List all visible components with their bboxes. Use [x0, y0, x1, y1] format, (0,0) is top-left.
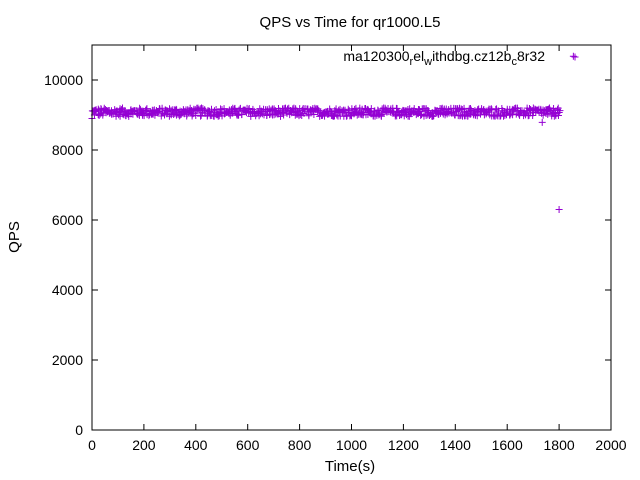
- data-point: [509, 111, 517, 119]
- x-tick-label: 1200: [388, 437, 419, 453]
- data-point: [197, 112, 205, 120]
- data-point: [472, 111, 480, 119]
- legend-label-part: r: [410, 56, 414, 68]
- y-tick-label: 0: [75, 422, 83, 438]
- data-point: [569, 52, 577, 60]
- legend-label-part: 8r32: [517, 48, 545, 64]
- data-point: [245, 104, 253, 112]
- data-point: [556, 107, 564, 115]
- data-point: [500, 112, 508, 120]
- data-point: [296, 111, 304, 119]
- x-tick-label: 1000: [336, 437, 367, 453]
- data-point: [552, 110, 560, 118]
- data-point: [544, 110, 552, 118]
- legend-marker-symbol: [571, 53, 579, 61]
- data-point: [457, 111, 465, 119]
- x-tick-label: 1800: [544, 437, 575, 453]
- chart-title: QPS vs Time for qr1000.L5: [260, 14, 441, 31]
- data-point: [374, 107, 382, 115]
- legend-marker: [571, 53, 579, 61]
- y-tick-label: 4000: [52, 282, 83, 298]
- data-points: [88, 52, 577, 213]
- x-axis-title: Time(s): [325, 458, 375, 475]
- y-tick-label: 8000: [52, 142, 83, 158]
- data-point: [238, 111, 246, 119]
- data-point: [554, 111, 562, 119]
- legend-label-part: w: [423, 56, 432, 68]
- x-tick-label: 1600: [492, 437, 523, 453]
- plot-frame: [91, 44, 612, 431]
- legend-label-part: ithdbg.cz12b: [432, 48, 512, 64]
- x-tick-label: 200: [132, 437, 156, 453]
- data-point: [393, 105, 401, 113]
- x-tick-label: 400: [184, 437, 208, 453]
- data-point: [410, 105, 418, 113]
- y-axis-title: QPS: [6, 221, 23, 253]
- data-point: [149, 110, 157, 118]
- legend-label: ma120300relwithdbg.cz12bc8r32: [343, 48, 545, 68]
- data-point: [305, 112, 313, 120]
- x-tick-label: 600: [236, 437, 260, 453]
- data-point: [310, 111, 318, 119]
- axis-ticks: 0 200 400 600 800 1000 1200 1400 1600 1800 2000 0 20…: [44, 45, 627, 453]
- x-tick-label: 0: [88, 437, 96, 453]
- data-point: [277, 112, 285, 120]
- legend-label-part: el: [413, 48, 424, 64]
- x-tick-label: 800: [288, 437, 312, 453]
- data-point: [344, 105, 352, 113]
- data-point: [555, 206, 563, 213]
- data-point: [136, 104, 144, 112]
- y-tick-label: 6000: [52, 212, 83, 228]
- x-tick-label: 1400: [440, 437, 471, 453]
- data-point: [229, 109, 237, 117]
- data-point: [300, 109, 308, 117]
- data-point: [314, 105, 322, 113]
- data-point: [402, 111, 410, 119]
- data-point: [538, 118, 546, 126]
- data-point: [429, 112, 437, 120]
- data-point: [263, 112, 271, 120]
- data-point: [377, 112, 385, 120]
- legend-label-part: ma120300: [343, 48, 409, 64]
- data-point: [212, 106, 220, 114]
- y-tick-label: 2000: [52, 352, 83, 368]
- data-point: [143, 105, 151, 113]
- legend-label-part: c: [511, 56, 517, 68]
- x-tick-label: 2000: [595, 437, 626, 453]
- data-point: [279, 108, 287, 116]
- data-point: [429, 112, 437, 120]
- y-tick-label: 10000: [44, 72, 83, 88]
